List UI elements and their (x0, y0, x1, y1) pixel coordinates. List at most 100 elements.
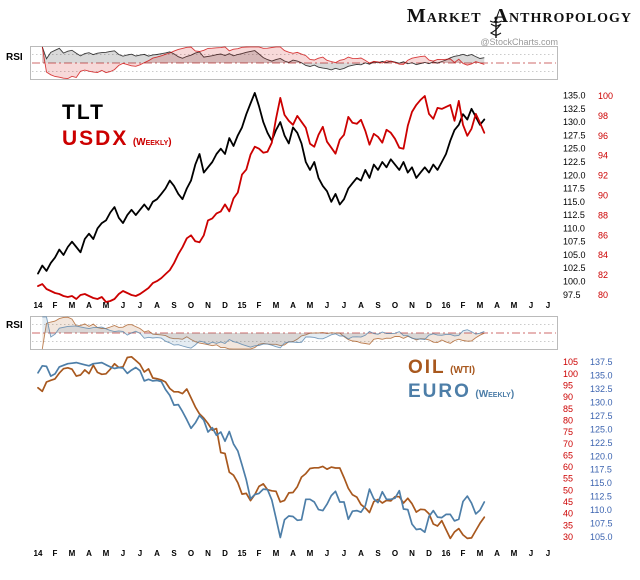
price-chart-tlt-usdx: 14 F M A M J J A S O N D 15 F M A M J J A S O N D 16 F M A M J J 135.0 1… (34, 91, 613, 310)
svg-text:M: M (103, 301, 110, 310)
svg-text:M: M (307, 549, 314, 558)
svg-text:M: M (477, 549, 484, 558)
svg-text:122.5: 122.5 (590, 438, 613, 448)
svg-text:S: S (171, 549, 177, 558)
svg-text:100: 100 (598, 91, 613, 101)
svg-text:S: S (375, 549, 381, 558)
rsi-label-top: RSI (6, 52, 23, 63)
svg-text:A: A (154, 549, 160, 558)
svg-text:O: O (392, 549, 398, 558)
svg-text:S: S (375, 301, 381, 310)
svg-text:M: M (307, 301, 314, 310)
svg-text:110.0: 110.0 (563, 223, 585, 233)
svg-text:J: J (342, 549, 346, 558)
svg-text:15: 15 (238, 549, 247, 558)
legend-usdx: USDX (62, 127, 129, 151)
svg-text:F: F (461, 301, 466, 310)
svg-text:M: M (511, 549, 518, 558)
svg-text:M: M (69, 301, 76, 310)
svg-text:N: N (205, 549, 211, 558)
svg-text:85: 85 (563, 404, 573, 414)
svg-text:J: J (121, 301, 125, 310)
svg-text:J: J (529, 301, 533, 310)
svg-text:90: 90 (598, 191, 608, 201)
svg-text:F: F (257, 549, 262, 558)
svg-text:132.5: 132.5 (563, 104, 586, 114)
svg-text:M: M (477, 301, 484, 310)
svg-text:45: 45 (563, 497, 573, 507)
svg-text:115.0: 115.0 (590, 478, 612, 488)
svg-text:120.0: 120.0 (563, 170, 586, 180)
svg-text:100.0: 100.0 (563, 277, 586, 287)
svg-text:N: N (409, 301, 415, 310)
brand-logo: Market Anthropology (406, 3, 632, 38)
svg-text:97.5: 97.5 (563, 290, 581, 300)
svg-text:16: 16 (442, 301, 451, 310)
svg-text:112.5: 112.5 (590, 492, 612, 502)
legend-euro: EURO (408, 380, 471, 402)
svg-text:M: M (103, 549, 110, 558)
svg-text:125.0: 125.0 (563, 144, 586, 154)
rsi-label-bottom: RSI (6, 320, 23, 331)
svg-text:40: 40 (563, 509, 573, 519)
svg-text:A: A (494, 301, 500, 310)
svg-text:107.5: 107.5 (563, 237, 586, 247)
svg-text:A: A (494, 549, 500, 558)
svg-text:127.5: 127.5 (563, 130, 586, 140)
svg-text:125.0: 125.0 (590, 424, 613, 434)
svg-text:94: 94 (598, 151, 608, 161)
svg-text:90: 90 (563, 392, 573, 402)
svg-text:60: 60 (563, 462, 573, 472)
svg-text:135.0: 135.0 (563, 91, 586, 101)
svg-text:D: D (222, 301, 228, 310)
svg-text:130.0: 130.0 (563, 117, 586, 127)
svg-text:122.5: 122.5 (563, 157, 586, 167)
legend-euro-suffix: (Weekly) (475, 388, 515, 400)
svg-text:95: 95 (563, 381, 573, 391)
svg-text:M: M (273, 549, 280, 558)
brand-market: Market (406, 5, 482, 27)
svg-text:65: 65 (563, 450, 573, 460)
svg-text:M: M (511, 301, 518, 310)
svg-text:127.5: 127.5 (590, 411, 613, 421)
stockcharts-watermark: @StockCharts.com (480, 37, 558, 47)
svg-text:117.5: 117.5 (590, 465, 612, 475)
svg-text:105.0: 105.0 (563, 250, 586, 260)
svg-text:A: A (358, 549, 364, 558)
legend-top-chart: TLT USDX (Weekly) (62, 100, 172, 153)
svg-text:30: 30 (563, 532, 573, 542)
svg-text:A: A (86, 549, 92, 558)
svg-text:S: S (171, 301, 177, 310)
svg-text:112.5: 112.5 (563, 210, 585, 220)
svg-text:137.5: 137.5 (590, 357, 613, 367)
svg-text:A: A (290, 549, 296, 558)
svg-text:50: 50 (563, 485, 573, 495)
svg-text:80: 80 (563, 415, 573, 425)
svg-text:F: F (53, 549, 58, 558)
svg-text:98: 98 (598, 111, 608, 121)
svg-text:82: 82 (598, 270, 608, 280)
svg-text:J: J (325, 301, 329, 310)
svg-text:117.5: 117.5 (563, 184, 585, 194)
svg-text:102.5: 102.5 (563, 263, 586, 273)
svg-text:55: 55 (563, 474, 573, 484)
brand-anthropology: Anthropology (493, 5, 632, 27)
svg-text:J: J (342, 301, 346, 310)
svg-text:80: 80 (598, 290, 608, 300)
svg-text:M: M (69, 549, 76, 558)
svg-text:J: J (138, 549, 142, 558)
svg-text:A: A (290, 301, 296, 310)
svg-text:14: 14 (34, 301, 43, 310)
rsi-panel-bottom (30, 316, 558, 350)
svg-text:96: 96 (598, 131, 608, 141)
svg-text:120.0: 120.0 (590, 451, 613, 461)
svg-text:110.0: 110.0 (590, 505, 612, 515)
svg-text:86: 86 (598, 230, 608, 240)
svg-text:N: N (409, 549, 415, 558)
svg-text:O: O (392, 301, 398, 310)
svg-text:J: J (325, 549, 329, 558)
svg-text:135.0: 135.0 (590, 371, 613, 381)
svg-text:A: A (154, 301, 160, 310)
legend-usdx-suffix: (Weekly) (132, 137, 172, 149)
